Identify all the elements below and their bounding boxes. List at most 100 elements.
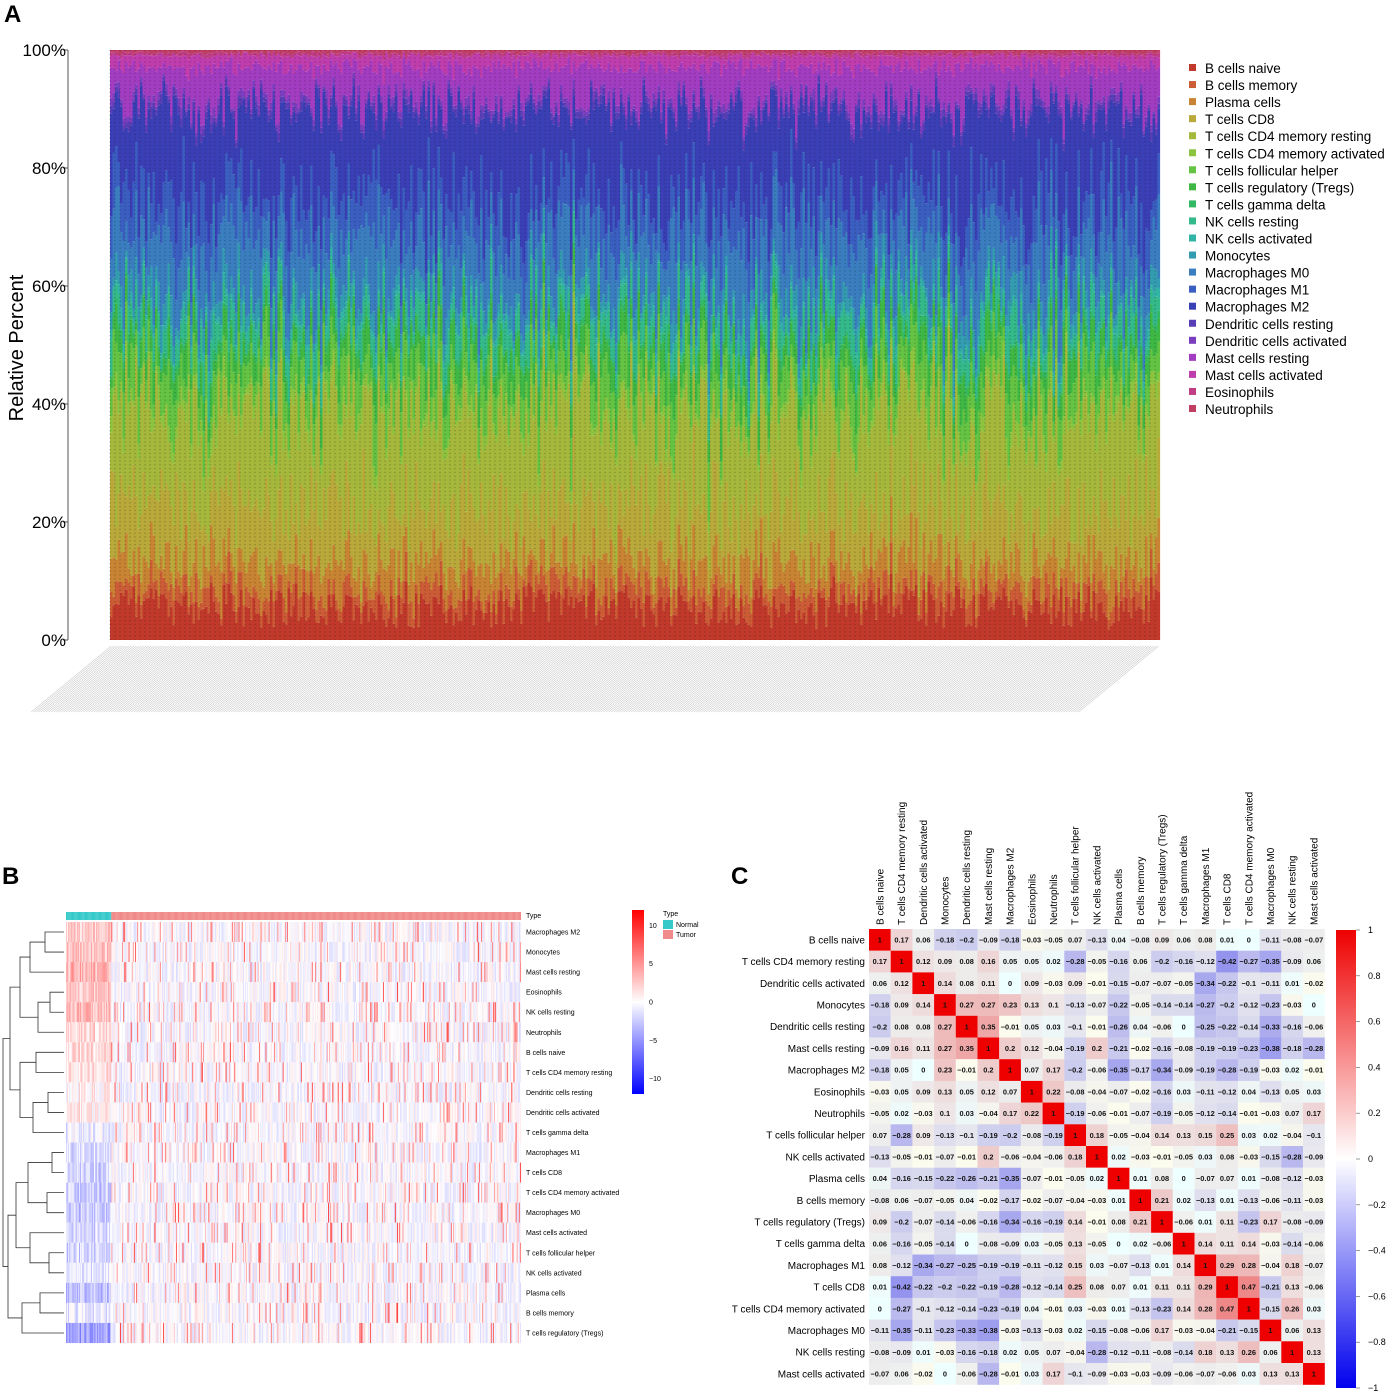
- bar-segment: [123, 492, 126, 552]
- bar-segment: [178, 602, 181, 640]
- bar-segment: [263, 267, 266, 274]
- bar-segment: [215, 127, 218, 248]
- bar-segment: [145, 242, 148, 268]
- sample-bar: [113, 50, 116, 640]
- bar-segment: [173, 453, 176, 463]
- bar-segment: [298, 321, 301, 326]
- bar-segment: [295, 503, 298, 534]
- bar-segment: [268, 252, 271, 272]
- bar-segment: [263, 54, 266, 55]
- bar-segment: [215, 491, 218, 565]
- bar-segment: [173, 380, 176, 382]
- bar-segment: [240, 327, 243, 332]
- bar-segment: [180, 337, 183, 343]
- bar-segment: [250, 288, 253, 295]
- bar-segment: [190, 346, 193, 352]
- bar-segment: [165, 376, 168, 404]
- bar-segment: [158, 52, 161, 55]
- bar-segment: [288, 359, 291, 364]
- bar-segment: [273, 54, 276, 62]
- bar-segment: [275, 128, 278, 131]
- sample-bar: [195, 50, 198, 640]
- bar-segment: [200, 142, 203, 180]
- bar-segment: [168, 316, 171, 324]
- bar-segment: [163, 331, 166, 353]
- bar-segment: [208, 383, 211, 423]
- bar-segment: [188, 267, 191, 270]
- bar-segment: [285, 509, 288, 574]
- bar-segment: [163, 62, 166, 74]
- bar-segment: [123, 596, 126, 640]
- bar-segment: [165, 56, 168, 68]
- bar-segment: [278, 550, 281, 574]
- bar-segment: [235, 53, 238, 58]
- bar-segment: [120, 50, 123, 54]
- bar-segment: [283, 356, 286, 383]
- sample-bar: [198, 50, 201, 640]
- bar-segment: [165, 54, 168, 56]
- bar-segment: [290, 117, 293, 124]
- bar-segment: [128, 131, 131, 190]
- bar-segment: [258, 323, 261, 337]
- bar-segment: [238, 548, 241, 572]
- bar-segment: [183, 410, 186, 481]
- bar-segment: [283, 348, 286, 356]
- bar-segment: [115, 92, 118, 147]
- bar-segment: [250, 118, 253, 160]
- bar-segment: [180, 118, 183, 126]
- bar-segment: [125, 341, 128, 357]
- bar-segment: [120, 391, 123, 475]
- bar-segment: [213, 64, 216, 108]
- bar-segment: [163, 81, 166, 183]
- bar-segment: [115, 52, 118, 56]
- bar-segment: [138, 333, 141, 366]
- bar-segment: [173, 346, 176, 364]
- bar-segment: [273, 99, 276, 196]
- bar-segment: [158, 346, 161, 351]
- sample-bar: [260, 50, 263, 640]
- bar-segment: [300, 485, 303, 569]
- bar-segment: [273, 90, 276, 99]
- bar-segment: [175, 99, 178, 244]
- y-axis: 0%20%40%60%80%100%: [23, 41, 68, 650]
- bar-segment: [210, 124, 213, 132]
- bar-segment: [295, 374, 298, 393]
- bar-segment: [250, 343, 253, 377]
- bar-segment: [230, 52, 233, 53]
- bar-segment: [255, 395, 258, 409]
- bar-segment: [130, 320, 133, 343]
- bar-segment: [265, 357, 268, 369]
- bar-segment: [205, 112, 208, 119]
- bar-segment: [215, 304, 218, 320]
- bar-segment: [115, 343, 118, 373]
- bar-segment: [170, 335, 173, 362]
- bar-segment: [285, 376, 288, 380]
- bar-segment: [300, 328, 303, 342]
- bar-segment: [295, 584, 298, 640]
- bar-segment: [198, 431, 201, 447]
- bar-segment: [215, 376, 218, 429]
- bar-segment: [135, 496, 138, 574]
- bar-segment: [258, 105, 261, 114]
- bar-segment: [155, 115, 158, 222]
- bar-segment: [110, 379, 113, 389]
- bar-segment: [125, 257, 128, 259]
- bar-segment: [263, 55, 266, 68]
- bar-segment: [115, 56, 118, 71]
- bar-segment: [273, 401, 276, 413]
- bar-segment: [265, 265, 268, 285]
- bar-segment: [198, 619, 201, 640]
- bar-segment: [143, 296, 146, 327]
- bar-segment: [178, 98, 181, 106]
- bar-segment: [218, 67, 221, 97]
- bar-segment: [180, 592, 183, 605]
- bar-segment: [113, 318, 116, 330]
- bar-segment: [248, 350, 251, 363]
- bar-segment: [250, 295, 253, 320]
- bar-segment: [260, 517, 263, 581]
- bar-segment: [118, 352, 121, 400]
- bar-segment: [158, 501, 161, 568]
- bar-segment: [205, 59, 208, 66]
- sample-bar: [153, 50, 156, 640]
- bar-segment: [148, 52, 151, 56]
